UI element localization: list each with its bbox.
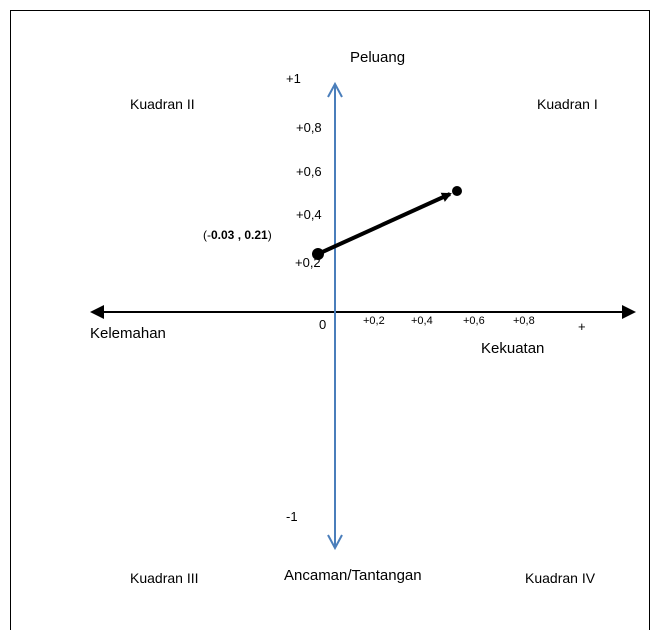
- point-coordinate-label: (-0.03 , 0.21): [203, 229, 272, 241]
- x-tick-label: +0,2: [363, 315, 385, 327]
- point-open-paren: (-: [203, 228, 211, 242]
- vector-end-point: [452, 186, 462, 196]
- point-y-value: 0.21: [244, 228, 268, 242]
- x-plus-label: +: [578, 319, 586, 334]
- point-separator: ,: [234, 228, 245, 242]
- quadrant-2-label: Kuadran II: [130, 96, 195, 112]
- axis-label-right: Kekuatan: [481, 340, 545, 357]
- axis-label-top: Peluang: [350, 49, 406, 66]
- origin-label: 0: [319, 317, 327, 332]
- horizontal-axis-right-arrowhead: [622, 305, 636, 319]
- vector-start-point: [312, 248, 324, 260]
- diagram-frame: [10, 10, 650, 630]
- y-tick-label: +0,2: [295, 255, 321, 270]
- x-tick-label: +0,6: [463, 315, 485, 327]
- y-tick-label: +0,6: [296, 164, 322, 179]
- quadrant-3-label: Kuadran III: [130, 570, 199, 586]
- y-tick-label: +0,4: [296, 207, 322, 222]
- quadrant-1-label: Kuadran I: [537, 96, 598, 112]
- y-min-label: -1: [286, 509, 298, 524]
- axis-label-bottom: Ancaman/Tantangan: [284, 567, 422, 584]
- horizontal-axis-left-arrowhead: [90, 305, 104, 319]
- x-tick-label: +0,8: [513, 315, 535, 327]
- x-tick-label: +0,4: [411, 315, 433, 327]
- y-tick-label: +1: [286, 71, 301, 86]
- quadrant-4-label: Kuadran IV: [525, 570, 596, 586]
- axis-label-left: Kelemahan: [90, 325, 166, 342]
- vertical-axis-top-arrowhead: [327, 81, 343, 98]
- y-tick-label: +0,8: [296, 120, 322, 135]
- vertical-axis-bottom-arrowhead: [327, 534, 343, 551]
- point-x-value: 0.03: [211, 228, 235, 242]
- point-close-paren: ): [267, 228, 272, 242]
- strategy-vector: [317, 192, 452, 256]
